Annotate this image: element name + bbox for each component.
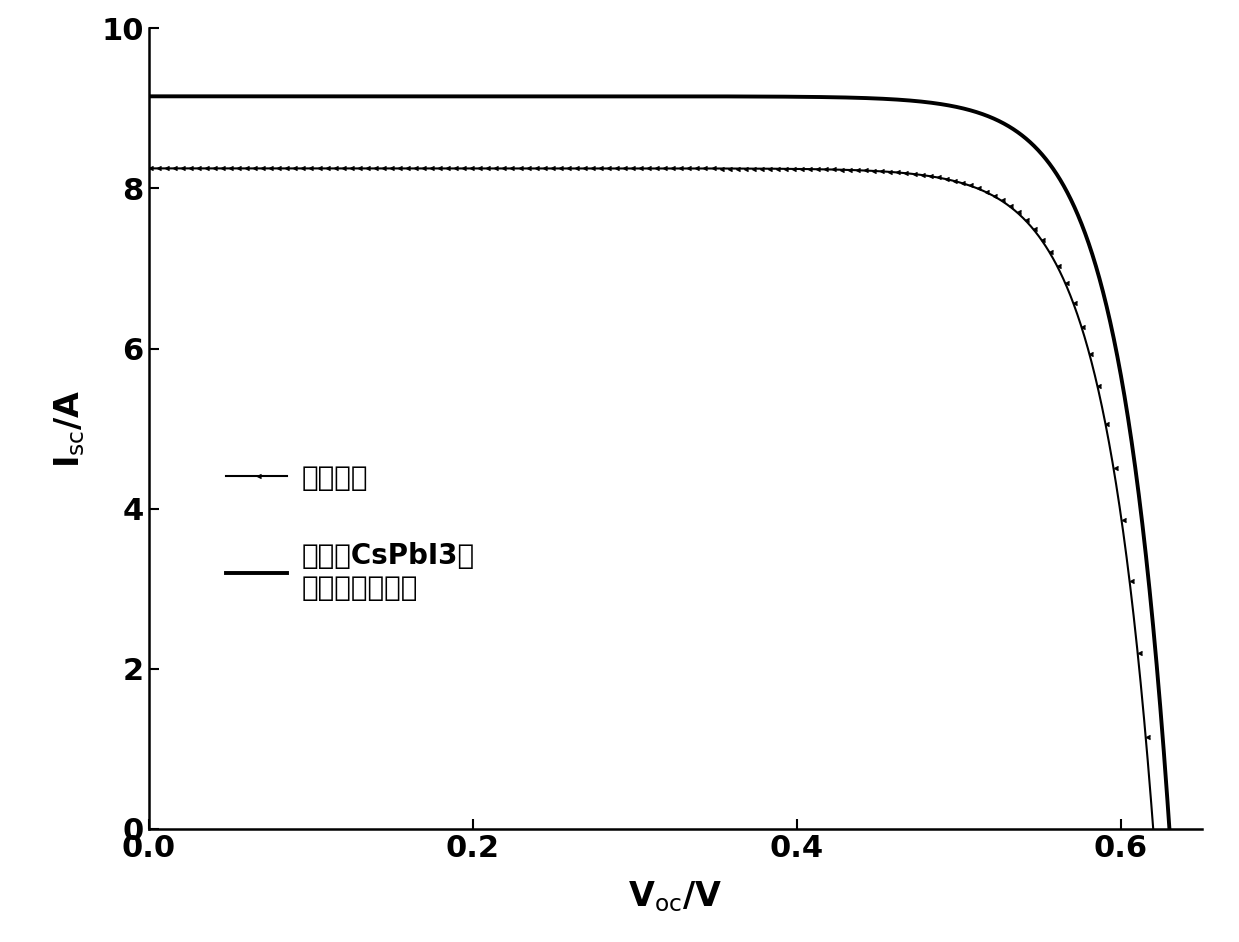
X-axis label: V$_\mathrm{oc}$/V: V$_\mathrm{oc}$/V xyxy=(628,880,722,914)
Y-axis label: I$_\mathrm{sc}$/A: I$_\mathrm{sc}$/A xyxy=(53,389,88,468)
Legend: 晶硅电池, 涂覆了CsPbI3量
子点的晶硅电池: 晶硅电池, 涂覆了CsPbI3量 子点的晶硅电池 xyxy=(216,452,486,613)
